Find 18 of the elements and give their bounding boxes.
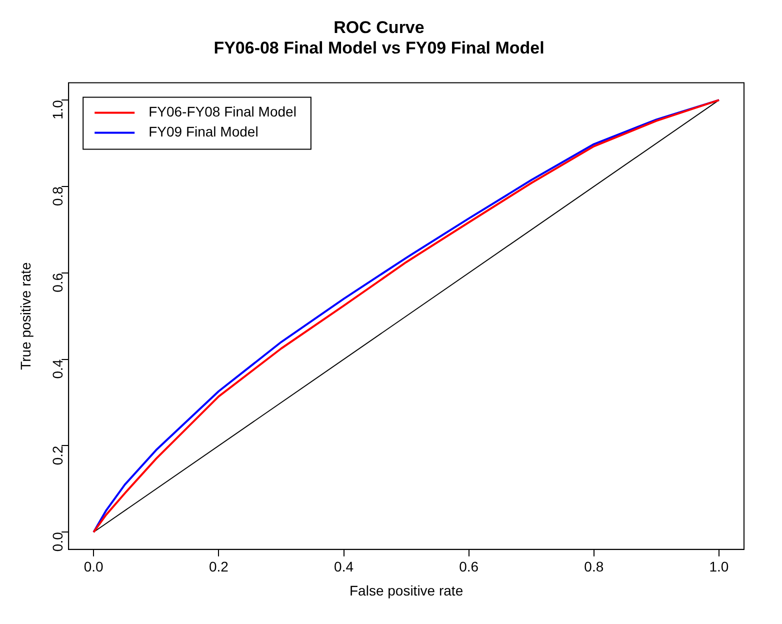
y-tick-label: 0.0 [49, 532, 66, 552]
x-tick-label: 1.0 [709, 558, 729, 575]
x-tick-label: 0.4 [334, 558, 354, 575]
x-tick-label: 0.0 [84, 558, 104, 575]
x-tick-label: 0.8 [584, 558, 604, 575]
chart-subtitle: FY06-08 Final Model vs FY09 Final Model [214, 38, 544, 58]
x-tick-label: 0.6 [459, 558, 479, 575]
x-tick-label: 0.2 [208, 558, 229, 575]
x-axis-title: False positive rate [349, 582, 464, 598]
y-tick-label: 0.6 [49, 272, 66, 292]
legend-label: FY09 Final Model [148, 124, 258, 140]
legend-label: FY06-FY08 Final Model [148, 104, 296, 120]
y-tick-label: 0.4 [49, 359, 66, 379]
y-tick-label: 0.2 [49, 446, 66, 466]
chart-title: ROC Curve [334, 18, 424, 37]
y-tick-label: 1.0 [49, 100, 66, 120]
y-tick-label: 0.8 [49, 186, 66, 206]
y-axis-title: True positive rate [17, 262, 34, 370]
